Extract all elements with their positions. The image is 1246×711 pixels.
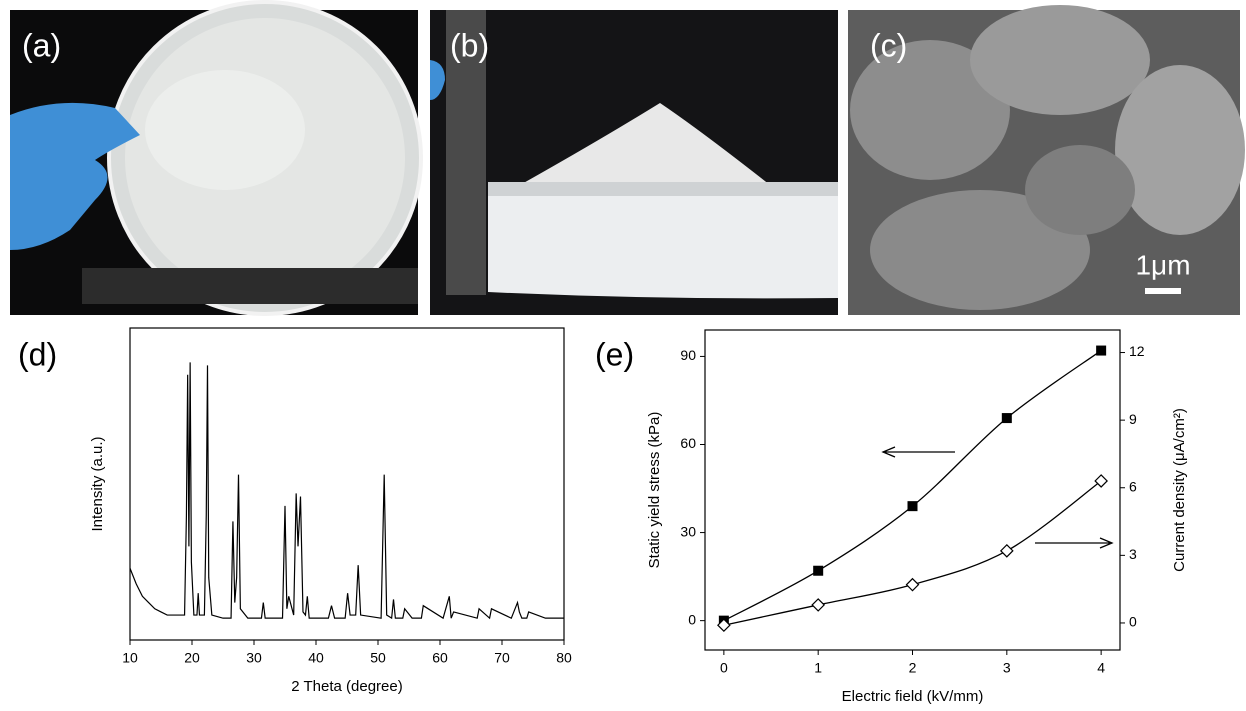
y-axis-title: Intensity (a.u.) bbox=[89, 436, 106, 531]
scale-bar-label: 1μm bbox=[1135, 249, 1190, 280]
y2-axis-title: Current density (μA/cm²) bbox=[1171, 408, 1188, 572]
diamond-marker bbox=[1001, 545, 1013, 557]
diamond-marker bbox=[907, 579, 919, 591]
x-tick-label: 3 bbox=[1003, 660, 1011, 676]
square-marker bbox=[1002, 413, 1012, 423]
x-axis-title: 2 Theta (degree) bbox=[291, 678, 402, 695]
panel-label: (d) bbox=[18, 336, 57, 372]
y2-tick-label: 6 bbox=[1129, 478, 1137, 494]
diamond-marker bbox=[812, 599, 824, 611]
x-tick-label: 60 bbox=[432, 650, 448, 666]
panel-label: (a) bbox=[22, 27, 61, 63]
diamond-marker bbox=[1095, 475, 1107, 487]
plot-frame bbox=[130, 328, 564, 640]
arrow-left bbox=[883, 447, 955, 457]
x-tick-label: 2 bbox=[909, 660, 917, 676]
plot-frame bbox=[705, 330, 1120, 650]
x-tick-label: 80 bbox=[556, 650, 572, 666]
square-marker bbox=[908, 501, 918, 511]
arrow-right bbox=[1035, 538, 1112, 548]
figure: (a)(b)(c)1μm(d)10203040506070802 Theta (… bbox=[0, 0, 1246, 711]
y2-tick-label: 9 bbox=[1129, 411, 1137, 427]
panel-label: (c) bbox=[870, 27, 907, 63]
y2-tick-label: 3 bbox=[1129, 546, 1137, 562]
x-tick-label: 70 bbox=[494, 650, 510, 666]
y-axis-title: Static yield stress (kPa) bbox=[646, 412, 663, 569]
panel-label: (b) bbox=[450, 27, 489, 63]
x-tick-label: 40 bbox=[308, 650, 324, 666]
xrd-line bbox=[130, 362, 564, 618]
photo-a bbox=[10, 2, 421, 315]
y2-tick-label: 12 bbox=[1129, 343, 1145, 359]
square-marker bbox=[1096, 346, 1106, 356]
panel-label: (e) bbox=[595, 336, 634, 372]
x-tick-label: 1 bbox=[814, 660, 822, 676]
y-tick-label: 90 bbox=[680, 347, 696, 363]
x-tick-label: 0 bbox=[720, 660, 728, 676]
x-tick-label: 4 bbox=[1097, 660, 1105, 676]
square-marker bbox=[813, 566, 823, 576]
y-tick-label: 30 bbox=[680, 523, 696, 539]
y-tick-label: 0 bbox=[688, 611, 696, 627]
y-tick-label: 60 bbox=[680, 435, 696, 451]
x-axis-title: Electric field (kV/mm) bbox=[842, 688, 984, 705]
x-tick-label: 20 bbox=[184, 650, 200, 666]
photo-b bbox=[430, 10, 838, 315]
x-tick-label: 50 bbox=[370, 650, 386, 666]
x-tick-label: 10 bbox=[122, 650, 138, 666]
y2-tick-label: 0 bbox=[1129, 614, 1137, 630]
x-tick-label: 30 bbox=[246, 650, 262, 666]
